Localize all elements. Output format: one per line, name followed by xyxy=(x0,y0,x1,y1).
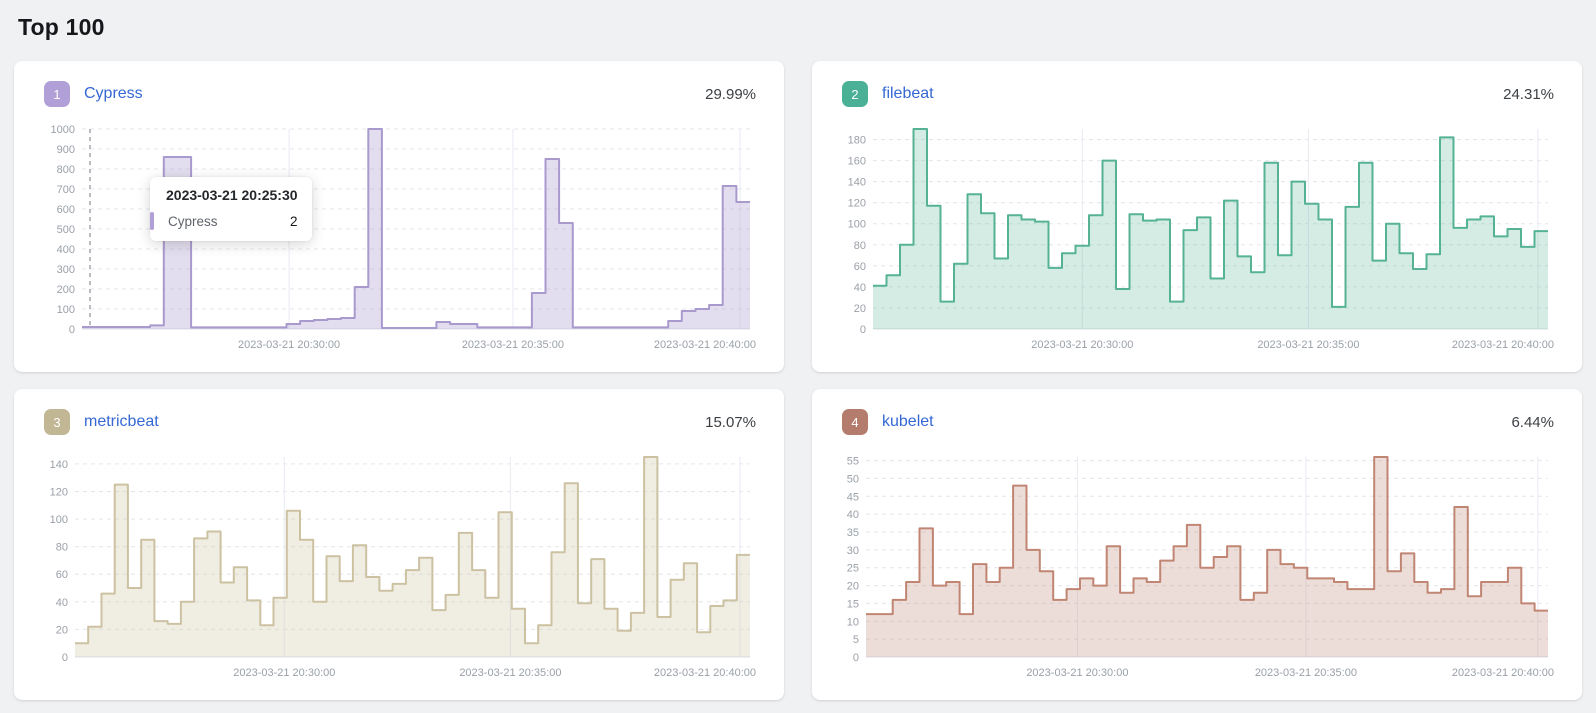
svg-text:2023-03-21 20:30:00: 2023-03-21 20:30:00 xyxy=(238,339,340,351)
svg-text:40: 40 xyxy=(854,282,866,294)
series-link[interactable]: metricbeat xyxy=(84,413,159,430)
svg-text:80: 80 xyxy=(854,240,866,252)
svg-text:2023-03-21 20:35:00: 2023-03-21 20:35:00 xyxy=(1257,339,1359,351)
svg-text:600: 600 xyxy=(57,204,75,216)
svg-text:900: 900 xyxy=(57,144,75,156)
svg-text:25: 25 xyxy=(847,563,859,575)
kubelet-chart[interactable]: 0 5 10 15 20 25 30 35 40 45 50 55 2023-03-21 20:30:0… xyxy=(842,449,1554,683)
svg-text:20: 20 xyxy=(854,303,866,315)
svg-text:120: 120 xyxy=(848,198,866,210)
svg-text:40: 40 xyxy=(56,597,68,609)
svg-text:60: 60 xyxy=(56,569,68,581)
svg-text:100: 100 xyxy=(848,219,866,231)
card-header: 4 kubelet 6.44% xyxy=(842,407,1554,437)
percent-value: 15.07% xyxy=(705,413,756,431)
series-link[interactable]: Cypress xyxy=(84,85,143,102)
svg-text:120: 120 xyxy=(50,487,68,499)
top-items-grid: 1 Cypress 29.99% 0 100 200 300 400 500 600 700 8… xyxy=(14,61,1582,700)
svg-text:100: 100 xyxy=(57,304,75,316)
svg-text:20: 20 xyxy=(56,624,68,636)
card-header: 2 filebeat 24.31% xyxy=(842,79,1554,109)
svg-text:100: 100 xyxy=(50,514,68,526)
card-header: 1 Cypress 29.99% xyxy=(44,79,756,109)
filebeat-chart[interactable]: 0 20 40 60 80 100 120 140 160 180 2023-03-21 20:30… xyxy=(842,121,1554,355)
card-header: 3 metricbeat 15.07% xyxy=(44,407,756,437)
series-link[interactable]: kubelet xyxy=(882,413,934,430)
svg-text:80: 80 xyxy=(56,542,68,554)
svg-text:2023-03-21 20:30:00: 2023-03-21 20:30:00 xyxy=(1031,339,1133,351)
percent-value: 24.31% xyxy=(1503,85,1554,103)
svg-text:35: 35 xyxy=(847,527,859,539)
svg-text:2023-03-21 20:35:00: 2023-03-21 20:35:00 xyxy=(459,667,561,679)
svg-text:40: 40 xyxy=(847,509,859,521)
svg-text:700: 700 xyxy=(57,184,75,196)
card-rank-2: 2 filebeat 24.31% 0 20 40 60 80 100 120 140 160 1… xyxy=(812,61,1582,372)
cypress-chart[interactable]: 0 100 200 300 400 500 600 700 800 900 1000 2023-03-… xyxy=(44,121,756,355)
card-rank-4: 4 kubelet 6.44% 0 5 10 15 20 25 30 35 40 45 50 55 20… xyxy=(812,389,1582,700)
svg-text:2023-03-21 20:30:00: 2023-03-21 20:30:00 xyxy=(1026,667,1128,679)
svg-text:2023-03-21 20:40:00: 2023-03-21 20:40:00 xyxy=(654,339,756,351)
percent-value: 6.44% xyxy=(1511,413,1554,431)
svg-text:800: 800 xyxy=(57,164,75,176)
svg-text:180: 180 xyxy=(848,135,866,147)
page-title: Top 100 xyxy=(18,14,105,40)
svg-text:2023-03-21 20:40:00: 2023-03-21 20:40:00 xyxy=(1452,667,1554,679)
svg-text:400: 400 xyxy=(57,244,75,256)
rank-badge: 3 xyxy=(44,409,70,435)
card-rank-1: 1 Cypress 29.99% 0 100 200 300 400 500 600 700 8… xyxy=(14,61,784,372)
percent-value: 29.99% xyxy=(705,85,756,103)
svg-text:140: 140 xyxy=(848,177,866,189)
svg-text:300: 300 xyxy=(57,264,75,276)
rank-badge: 4 xyxy=(842,409,868,435)
svg-text:2023-03-21 20:30:00: 2023-03-21 20:30:00 xyxy=(233,667,335,679)
svg-text:0: 0 xyxy=(860,324,866,336)
svg-text:45: 45 xyxy=(847,491,859,503)
card-rank-3: 3 metricbeat 15.07% 0 20 40 60 80 100 120 140 20… xyxy=(14,389,784,700)
rank-badge: 2 xyxy=(842,81,868,107)
svg-text:5: 5 xyxy=(853,634,859,646)
svg-text:20: 20 xyxy=(847,581,859,593)
svg-text:50: 50 xyxy=(847,473,859,485)
svg-text:0: 0 xyxy=(62,652,68,664)
svg-text:30: 30 xyxy=(847,545,859,557)
svg-text:160: 160 xyxy=(848,156,866,168)
svg-text:500: 500 xyxy=(57,224,75,236)
svg-text:2023-03-21 20:40:00: 2023-03-21 20:40:00 xyxy=(1452,339,1554,351)
svg-text:1000: 1000 xyxy=(51,124,75,136)
svg-text:0: 0 xyxy=(69,324,75,336)
svg-text:0: 0 xyxy=(853,652,859,664)
svg-text:60: 60 xyxy=(854,261,866,273)
svg-text:55: 55 xyxy=(847,456,859,468)
svg-text:140: 140 xyxy=(50,459,68,471)
svg-text:10: 10 xyxy=(847,616,859,628)
svg-text:15: 15 xyxy=(847,598,859,610)
metricbeat-chart[interactable]: 0 20 40 60 80 100 120 140 2023-03-21 20:30:00 202… xyxy=(44,449,756,683)
svg-text:2023-03-21 20:35:00: 2023-03-21 20:35:00 xyxy=(462,339,564,351)
svg-text:200: 200 xyxy=(57,284,75,296)
svg-text:2023-03-21 20:35:00: 2023-03-21 20:35:00 xyxy=(1255,667,1357,679)
svg-text:2023-03-21 20:40:00: 2023-03-21 20:40:00 xyxy=(654,667,756,679)
rank-badge: 1 xyxy=(44,81,70,107)
series-link[interactable]: filebeat xyxy=(882,85,934,102)
